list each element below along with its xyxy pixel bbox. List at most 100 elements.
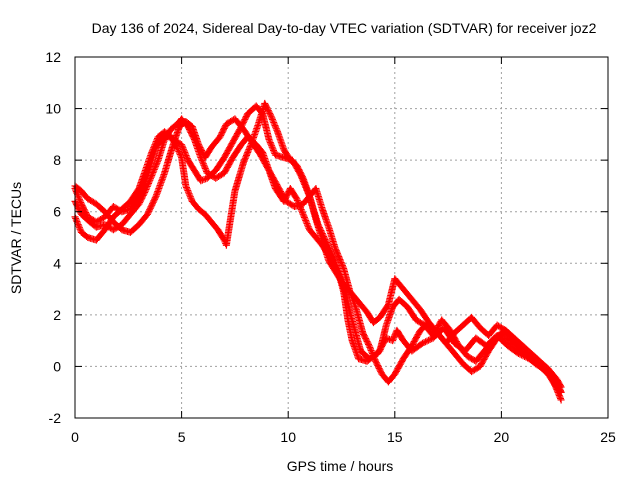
data-point	[269, 146, 277, 154]
data-point	[244, 148, 252, 156]
data-point	[141, 178, 149, 186]
data-point	[337, 259, 345, 267]
data-point	[266, 139, 274, 147]
data-point	[333, 248, 341, 256]
data-point	[135, 192, 143, 200]
data-point	[265, 136, 273, 144]
data-point	[557, 383, 565, 391]
data-point	[389, 337, 397, 345]
y-tick-label: 12	[45, 49, 61, 65]
data-point	[183, 185, 191, 193]
data-point	[426, 336, 434, 344]
data-point	[76, 225, 84, 233]
data-point	[269, 145, 277, 153]
data-point	[304, 221, 312, 229]
data-point	[267, 112, 275, 120]
data-point	[175, 148, 183, 156]
data-point	[136, 191, 144, 199]
data-point	[366, 343, 374, 351]
data-point	[144, 209, 152, 217]
data-point	[151, 194, 159, 202]
data-point	[181, 148, 189, 156]
data-point	[143, 173, 151, 181]
data-point	[298, 173, 306, 181]
data-point	[335, 254, 343, 262]
data-point	[303, 220, 311, 228]
data-point	[75, 194, 83, 202]
y-tick-label: 0	[53, 358, 61, 374]
data-point	[556, 393, 564, 401]
data-point	[337, 257, 345, 265]
data-point	[146, 206, 154, 214]
data-point	[268, 143, 276, 151]
data-point	[266, 111, 274, 119]
data-point	[371, 356, 379, 364]
data-point	[304, 223, 312, 231]
data-point	[137, 186, 145, 194]
data-point	[389, 335, 397, 343]
data-point	[139, 182, 147, 190]
data-point	[270, 118, 278, 126]
data-point	[199, 160, 207, 168]
data-point	[187, 194, 195, 202]
data-point	[293, 195, 301, 203]
data-point	[198, 157, 206, 165]
y-tick-label: 2	[53, 307, 61, 323]
grid	[75, 57, 608, 418]
data-point	[151, 195, 159, 203]
data-point	[138, 185, 146, 193]
data-point	[200, 175, 208, 183]
y-tick-label: 8	[53, 152, 61, 168]
data-point	[171, 140, 179, 148]
x-tick-label: 25	[600, 429, 616, 445]
data-point	[145, 207, 153, 215]
data-point	[201, 164, 209, 172]
x-axis-label: GPS time / hours	[287, 458, 394, 474]
y-tick-label: -2	[49, 410, 62, 426]
data-point	[242, 153, 250, 161]
data-point	[176, 151, 184, 159]
data-point	[173, 143, 181, 151]
data-point	[202, 166, 210, 174]
data-point	[74, 192, 82, 200]
data-point	[180, 145, 188, 153]
data-point	[272, 125, 280, 133]
data-point	[420, 338, 428, 346]
data-point	[154, 158, 162, 166]
data-point	[268, 114, 276, 122]
data-point	[72, 216, 80, 224]
data-point	[266, 137, 274, 145]
data-point	[556, 382, 564, 390]
data-point	[246, 143, 254, 151]
data-point	[557, 396, 565, 404]
plot-frame	[74, 56, 609, 419]
y-tick-label: 10	[45, 101, 61, 117]
data-point	[241, 154, 249, 162]
axis-ticks: 0 5 10 15 20 25 -2 0 2 4 6 8 10 12	[45, 49, 616, 445]
data-point	[198, 176, 206, 184]
x-tick-label: 15	[387, 429, 403, 445]
data-point	[299, 210, 307, 218]
data-point	[181, 150, 189, 158]
data-point	[268, 115, 276, 123]
data-point	[370, 353, 378, 361]
data-point	[368, 348, 376, 356]
data-point	[142, 175, 150, 183]
data-point	[199, 158, 207, 166]
data-point	[338, 260, 346, 268]
data-point	[184, 187, 192, 195]
x-tick-label: 20	[494, 429, 510, 445]
data-point	[75, 222, 83, 230]
series-track-3	[71, 115, 565, 396]
data-point	[180, 147, 188, 155]
data-point	[169, 136, 177, 144]
data-point	[367, 346, 375, 354]
data-point	[325, 245, 333, 253]
data-point	[146, 204, 154, 212]
data-point	[140, 180, 148, 188]
data-point	[197, 177, 205, 185]
data-point	[245, 145, 253, 153]
data-point	[246, 144, 254, 152]
data-point	[298, 207, 306, 215]
